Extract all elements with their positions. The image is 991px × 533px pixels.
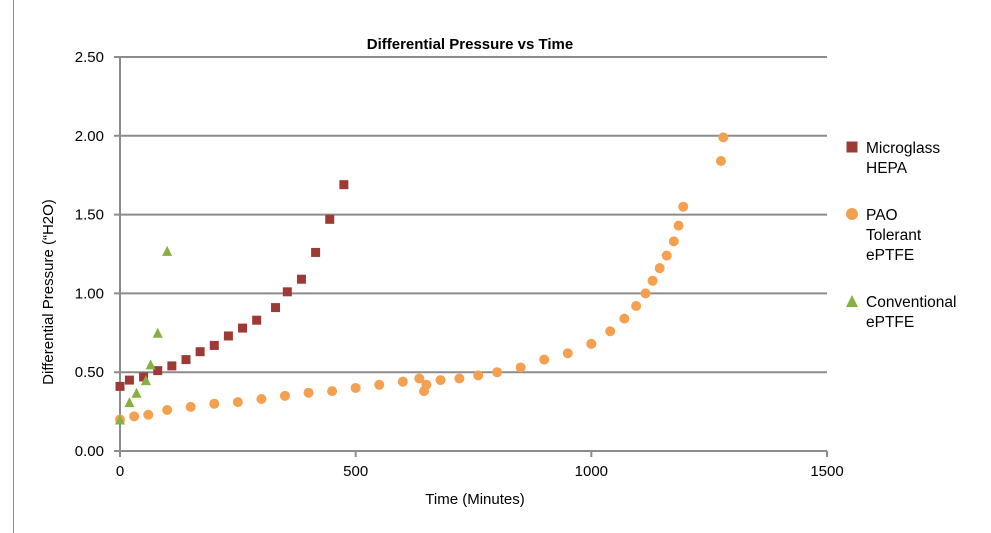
data-point <box>562 348 573 359</box>
data-point <box>515 362 526 373</box>
data-point <box>350 382 361 393</box>
data-point <box>271 303 281 313</box>
legend-item: Microglass HEPA <box>846 140 940 177</box>
data-point <box>195 347 205 357</box>
data-point <box>296 274 306 284</box>
data-point <box>140 375 151 386</box>
data-point <box>153 366 163 376</box>
data-point <box>673 220 684 231</box>
y-tick-label: 0.00 <box>75 443 104 460</box>
legend-label: Conventional <box>866 294 956 311</box>
data-point <box>454 373 465 384</box>
data-point <box>145 359 156 370</box>
y-tick-label: 2.00 <box>75 128 104 145</box>
data-point <box>131 387 142 398</box>
data-point <box>473 370 484 381</box>
data-point <box>152 327 163 338</box>
data-point <box>143 409 154 420</box>
legend-item: PAO Tolerant ePTFE <box>846 207 922 264</box>
data-point <box>181 355 191 365</box>
data-point <box>167 361 177 371</box>
x-tick-label: 500 <box>343 463 368 480</box>
legend-item: Conventional ePTFE <box>846 294 956 331</box>
data-point <box>647 275 658 286</box>
y-axis-ticks: 0.00 0.50 1.00 1.50 2.00 2.50 <box>75 49 104 460</box>
data-point <box>718 132 729 143</box>
legend-marker-triangle <box>846 295 858 307</box>
y-tick-label: 0.50 <box>75 364 104 381</box>
data-point <box>374 379 385 390</box>
data-point <box>327 386 338 397</box>
data-point <box>421 379 432 390</box>
x-axis-label: Time (Minutes) <box>425 491 524 508</box>
data-point <box>185 401 196 412</box>
data-point <box>209 340 219 350</box>
data-point <box>282 287 292 297</box>
data-point <box>139 372 149 382</box>
data-point <box>414 373 425 384</box>
x-tick-label: 1500 <box>810 463 843 480</box>
legend-label: Tolerant <box>866 227 922 244</box>
data-point <box>311 247 321 257</box>
data-point <box>586 338 597 349</box>
data-point <box>252 315 262 325</box>
data-point <box>124 375 134 385</box>
data-point <box>256 393 267 404</box>
y-axis-label: Differential Pressure (“H2O) <box>40 199 57 385</box>
data-point <box>162 405 173 416</box>
data-point <box>339 180 349 190</box>
legend-marker-square <box>846 141 858 153</box>
data-point <box>668 236 679 247</box>
data-point <box>397 376 408 387</box>
y-tick-label: 1.50 <box>75 207 104 224</box>
data-point <box>435 375 446 386</box>
data-points <box>115 132 729 425</box>
data-point <box>661 250 672 261</box>
legend-label: ePTFE <box>866 314 914 331</box>
series-triangle <box>115 245 173 425</box>
gridlines <box>114 56 827 456</box>
chart-title: Differential Pressure vs Time <box>367 36 573 53</box>
series-square <box>115 180 349 391</box>
data-point <box>654 263 665 274</box>
data-point <box>303 387 314 398</box>
x-axis-ticks: 0 500 1000 1500 <box>116 451 844 480</box>
data-point <box>619 313 630 324</box>
data-point <box>238 323 248 333</box>
y-tick-label: 2.50 <box>75 49 104 66</box>
data-point <box>209 398 220 409</box>
data-point <box>492 367 503 378</box>
chart-frame <box>13 0 991 533</box>
legend-label: PAO <box>866 207 898 224</box>
legend: MicroglassHEPAPAOTolerantePTFEConvention… <box>846 140 956 331</box>
data-point <box>115 381 125 391</box>
data-point <box>605 326 616 337</box>
data-point <box>124 397 135 408</box>
data-point <box>129 411 140 422</box>
x-tick-label: 0 <box>116 463 124 480</box>
legend-label: ePTFE <box>866 247 914 264</box>
data-point <box>232 397 243 408</box>
legend-label: HEPA <box>866 160 908 177</box>
data-point <box>640 288 651 299</box>
data-point <box>162 245 173 256</box>
data-point <box>539 354 550 365</box>
data-point <box>325 214 335 224</box>
data-point <box>115 414 125 425</box>
legend-marker-circle <box>846 208 858 220</box>
y-tick-label: 1.00 <box>75 285 104 302</box>
x-tick-label: 1000 <box>575 463 608 480</box>
legend-label: Microglass <box>866 140 940 157</box>
data-point <box>631 301 642 312</box>
data-point <box>223 331 233 341</box>
data-point <box>715 156 726 167</box>
data-point <box>279 390 290 401</box>
data-point <box>678 201 689 212</box>
series-circle <box>115 132 729 425</box>
